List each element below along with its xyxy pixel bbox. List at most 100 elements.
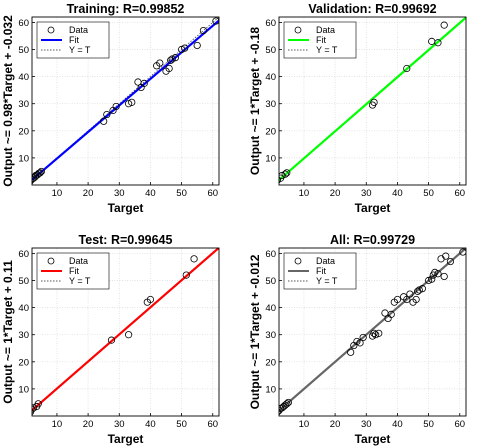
data-point	[146, 295, 155, 304]
data-point	[424, 276, 433, 285]
data-point	[372, 331, 380, 339]
data-point	[32, 404, 38, 412]
legend-fit-label: Fit	[316, 35, 326, 45]
y-axis-label: Output ~= 1*Target + -0.012	[248, 254, 262, 409]
y-tick-label: 20	[265, 357, 276, 368]
x-tick-label: 20	[83, 188, 94, 199]
data-point	[125, 331, 133, 339]
data-point	[347, 348, 355, 356]
data-point	[107, 336, 116, 344]
data-point	[418, 285, 426, 293]
x-tick-label: 40	[145, 188, 156, 199]
x-tick-label: 30	[361, 188, 372, 199]
data-point	[37, 167, 45, 176]
y-tick-label: 50	[18, 276, 29, 287]
data-point	[440, 272, 448, 281]
data-point	[459, 248, 466, 256]
data-point	[103, 110, 111, 119]
data-point	[442, 252, 450, 260]
x-tick-label: 30	[114, 419, 125, 430]
y-tick-label: 50	[265, 45, 276, 56]
legend-fit-label: Fit	[69, 266, 79, 276]
data-point	[112, 102, 120, 111]
y-tick-label: 30	[265, 330, 276, 341]
legend-fit-label: Fit	[69, 35, 79, 45]
x-tick-label: 10	[52, 419, 63, 430]
x-axis-label: Target	[108, 201, 144, 215]
y-axis-label: Output ~= 0.98*Target + -0.032	[1, 15, 15, 187]
plot-title: Training: R=0.99852	[67, 2, 185, 16]
x-tick-label: 10	[299, 188, 310, 199]
fit-line	[279, 17, 466, 181]
data-point	[193, 41, 201, 50]
data-point	[359, 333, 367, 342]
y-tick-label: 50	[265, 276, 276, 287]
data-point	[190, 255, 198, 263]
plot-title: All: R=0.99729	[330, 233, 415, 247]
data-point	[279, 176, 282, 184]
x-tick-label: 40	[392, 188, 403, 199]
y-axis-label: Output ~= 1*Target + -0.18	[248, 27, 262, 175]
legend-data-label: Data	[316, 25, 335, 35]
data-point	[182, 271, 190, 279]
data-point	[165, 64, 173, 73]
y-tick-label: 10	[265, 153, 276, 164]
identity-line	[32, 17, 219, 180]
data-point	[412, 295, 420, 304]
data-point	[279, 406, 283, 415]
legend-identity-label: Y = T	[316, 276, 338, 286]
data-point	[125, 100, 133, 108]
data-point	[171, 54, 179, 62]
x-axis-label: Target	[355, 432, 391, 446]
x-tick-label: 50	[176, 419, 187, 430]
y-tick-label: 40	[18, 72, 29, 83]
data-point	[36, 169, 44, 177]
y-tick-label: 20	[18, 357, 29, 368]
legend-data-marker	[294, 257, 302, 265]
data-point	[181, 44, 189, 52]
x-tick-label: 50	[423, 419, 434, 430]
y-tick-label: 30	[18, 99, 29, 110]
legend-data-marker	[47, 26, 55, 34]
legend-data-marker	[294, 26, 302, 34]
x-tick-label: 10	[52, 188, 63, 199]
plot-content	[279, 248, 466, 416]
plot-content	[32, 17, 219, 185]
x-tick-label: 20	[330, 419, 341, 430]
x-tick-label: 30	[361, 419, 372, 430]
data-point	[428, 275, 436, 283]
legend-identity-label: Y = T	[316, 45, 338, 55]
x-tick-label: 10	[299, 419, 310, 430]
data-point	[356, 339, 364, 347]
y-tick-label: 10	[18, 153, 29, 164]
y-tick-label: 40	[18, 303, 29, 314]
plot-content	[279, 17, 466, 184]
axes-box	[278, 247, 467, 417]
axes-box	[278, 16, 467, 186]
data-point	[34, 400, 42, 408]
y-tick-label: 60	[265, 249, 276, 260]
data-point	[199, 26, 208, 35]
x-tick-label: 60	[454, 188, 465, 199]
data-point	[212, 17, 219, 25]
data-point	[393, 295, 402, 304]
legend-data-label: Data	[69, 25, 88, 35]
data-point	[140, 79, 148, 87]
fit-line	[32, 248, 219, 412]
data-point	[434, 270, 442, 278]
x-tick-label: 20	[330, 188, 341, 199]
plot-title: Validation: R=0.99692	[308, 2, 436, 16]
y-tick-label: 60	[18, 249, 29, 260]
data-point	[284, 398, 292, 407]
data-point	[156, 59, 164, 67]
x-tick-label: 30	[114, 188, 125, 199]
plot-title: Test: R=0.99645	[79, 233, 173, 247]
axes-box	[31, 247, 220, 417]
data-point	[431, 268, 439, 276]
y-tick-label: 10	[265, 384, 276, 395]
